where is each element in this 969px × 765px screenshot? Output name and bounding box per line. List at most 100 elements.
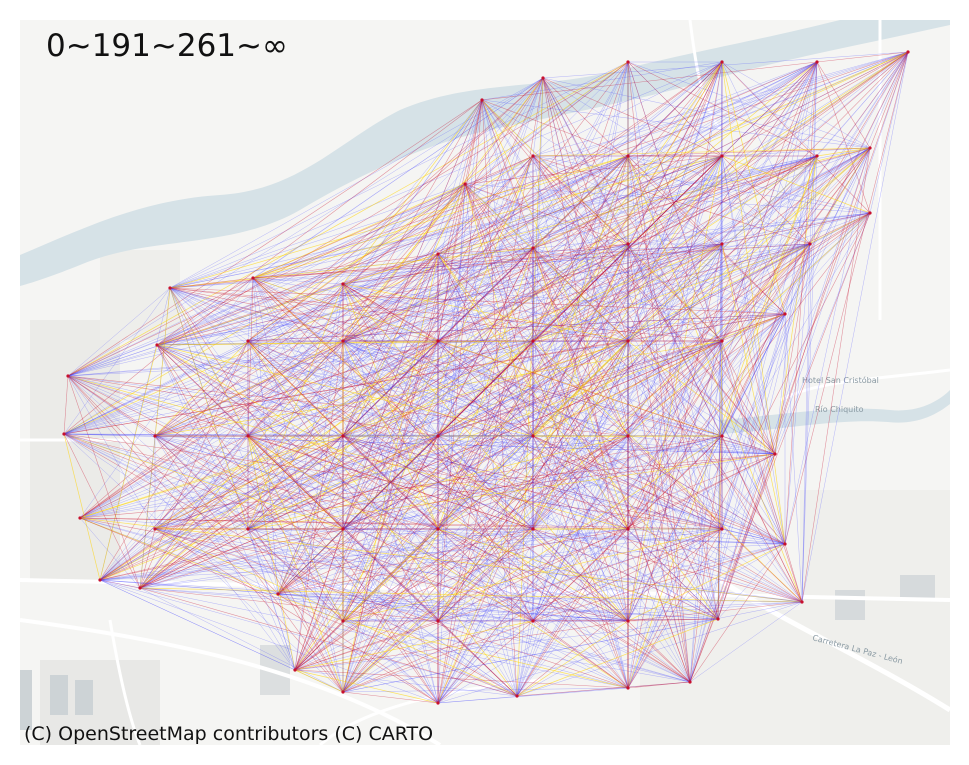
flow-edge bbox=[542, 77, 691, 683]
flow-edge bbox=[99, 435, 723, 581]
flow-edge bbox=[437, 155, 723, 530]
flow-edge bbox=[627, 243, 786, 545]
flow-edge bbox=[342, 77, 544, 437]
flow-edge bbox=[342, 61, 629, 285]
flow-edge bbox=[277, 183, 466, 595]
flow-edge bbox=[156, 344, 344, 693]
flow-edge bbox=[342, 601, 803, 622]
flow-edge bbox=[79, 243, 811, 519]
flow-edge bbox=[721, 61, 818, 157]
flow-edge bbox=[774, 61, 818, 455]
flow-edge bbox=[169, 183, 466, 289]
flow-node bbox=[868, 146, 872, 150]
flow-edge bbox=[437, 99, 483, 622]
flow-edge bbox=[342, 340, 534, 622]
flow-edge bbox=[437, 155, 534, 437]
flow-edge bbox=[247, 340, 723, 530]
flow-edge bbox=[79, 183, 466, 519]
flow-edge bbox=[342, 61, 818, 530]
flow-edge bbox=[627, 618, 719, 622]
flow-edge bbox=[63, 183, 466, 435]
flow-edge bbox=[247, 453, 776, 530]
flow-edge bbox=[721, 147, 871, 437]
flow-edge bbox=[721, 435, 803, 603]
flow-edge bbox=[784, 61, 818, 545]
flow-edge bbox=[99, 579, 279, 595]
flow-edge bbox=[464, 183, 871, 214]
flow-edge bbox=[154, 435, 439, 530]
flow-edge bbox=[342, 618, 719, 693]
flow-edge bbox=[532, 435, 629, 622]
flow-edge bbox=[156, 243, 811, 346]
flow-edge bbox=[437, 435, 723, 704]
flow-edge bbox=[156, 344, 439, 622]
flow-edge bbox=[627, 155, 723, 530]
flow-node bbox=[783, 542, 787, 546]
flow-edge bbox=[516, 243, 629, 697]
flow-edge bbox=[342, 243, 811, 437]
flow-edge bbox=[277, 528, 344, 595]
flow-edge bbox=[342, 453, 776, 530]
flow-edge bbox=[79, 61, 818, 519]
flow-edge bbox=[154, 528, 439, 622]
flow-edge bbox=[342, 283, 439, 437]
flow-edge bbox=[154, 435, 518, 697]
flow-edge bbox=[139, 183, 466, 589]
flow-edge bbox=[67, 183, 466, 377]
flow-edge bbox=[67, 375, 786, 545]
flow-edge bbox=[627, 243, 723, 437]
flow-edge bbox=[437, 528, 534, 622]
flow-node bbox=[246, 527, 250, 531]
flow-edge bbox=[247, 435, 534, 530]
flow-edge bbox=[342, 155, 818, 342]
flow-edge bbox=[342, 283, 723, 530]
flow-edge bbox=[99, 61, 723, 581]
flow-edge bbox=[154, 61, 818, 437]
flow-edge bbox=[247, 243, 811, 437]
flow-edge bbox=[247, 77, 544, 530]
flow-edge bbox=[247, 528, 296, 671]
flow-node bbox=[808, 242, 812, 246]
flow-edge bbox=[79, 517, 344, 622]
flow-edge bbox=[689, 528, 723, 683]
flow-node bbox=[341, 690, 345, 694]
flow-node bbox=[436, 619, 440, 623]
flow-edge bbox=[342, 77, 544, 530]
flow-edge bbox=[79, 517, 691, 683]
flow-edge bbox=[252, 183, 466, 279]
flow-edge bbox=[99, 435, 344, 581]
flow-edge bbox=[294, 620, 534, 671]
flow-edge bbox=[516, 155, 723, 697]
flow-edge bbox=[437, 340, 534, 704]
flow-edge bbox=[342, 212, 871, 285]
map-frame[interactable]: Hotel San Cristóbal Río Chiquito Carrete… bbox=[20, 20, 950, 745]
flow-edge bbox=[342, 528, 723, 693]
flow-edge bbox=[67, 375, 534, 530]
flow-edge bbox=[154, 435, 776, 455]
flow-edge bbox=[139, 147, 871, 589]
flow-edge bbox=[169, 287, 629, 689]
flow-edge bbox=[627, 155, 786, 315]
flow-edge bbox=[154, 340, 629, 530]
flow-edge bbox=[516, 528, 723, 697]
flow-edge bbox=[516, 528, 534, 697]
flow-edge bbox=[532, 155, 803, 603]
basemap-label-hotel: Hotel San Cristóbal bbox=[802, 375, 879, 385]
flow-edge bbox=[342, 99, 483, 285]
flow-edge bbox=[139, 528, 534, 589]
flow-node bbox=[341, 339, 345, 343]
flow-edge bbox=[627, 155, 719, 620]
flow-edge bbox=[63, 433, 776, 455]
flow-edge bbox=[63, 433, 518, 697]
flow-edge bbox=[247, 243, 723, 530]
flow-edge bbox=[516, 620, 534, 697]
flow-edge bbox=[437, 253, 629, 530]
flow-edge bbox=[169, 287, 803, 603]
flow-edge bbox=[247, 243, 723, 437]
flow-edge bbox=[247, 528, 518, 697]
flow-edge bbox=[294, 313, 786, 671]
flow-edge bbox=[627, 435, 723, 530]
flow-edge bbox=[774, 212, 871, 455]
flow-edge bbox=[627, 528, 719, 620]
flow-edge bbox=[63, 433, 344, 693]
